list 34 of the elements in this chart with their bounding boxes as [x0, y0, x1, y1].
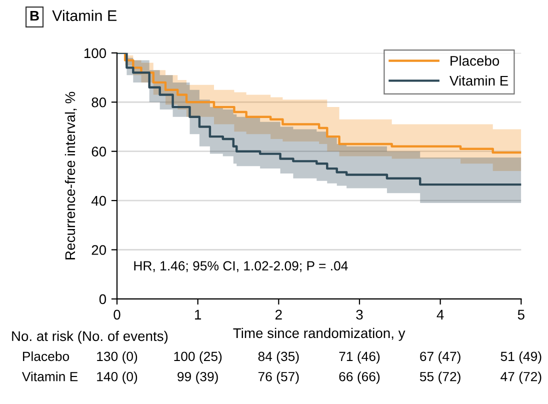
chart-title: Vitamin E	[52, 10, 117, 22]
x-tick-label: 4	[436, 310, 444, 320]
text: Vitamin E	[22, 372, 78, 382]
y-tick-label: 20	[92, 245, 106, 255]
legend-label: Placebo	[450, 56, 500, 66]
y-tick-label: 100	[84, 48, 106, 58]
text: 76 (57)	[258, 372, 299, 384]
text: Placebo	[23, 351, 70, 362]
text: 51 (49)	[500, 351, 542, 364]
text: 66 (66)	[339, 372, 380, 384]
text: B	[30, 11, 39, 21]
text: 71 (46)	[339, 351, 380, 364]
y-tick-label: 80	[92, 97, 106, 108]
text: 99 (39)	[178, 372, 218, 384]
text: 130 (0)	[97, 351, 138, 364]
y-tick-label: 0	[99, 294, 106, 304]
text: 84 (35)	[258, 351, 299, 364]
text: 100 (25)	[174, 351, 222, 364]
x-tick-label: 1	[195, 310, 202, 320]
text: No. at risk (No. of events)	[12, 330, 168, 344]
text: 67 (47)	[420, 351, 460, 364]
x-tick-label: 2	[275, 310, 282, 320]
x-axis-title: Time since randomization, y	[233, 328, 406, 341]
annotation: HR, 1.46; 95% CI, 1.02-2.09; P = .04	[134, 261, 348, 272]
text: 55 (72)	[420, 372, 460, 384]
x-tick-label: 3	[356, 310, 363, 320]
text: 140 (0)	[97, 372, 138, 384]
y-tick-label: 40	[91, 196, 106, 206]
legend-label: Vitamin E	[450, 75, 508, 86]
y-tick-label: 60	[92, 146, 106, 157]
x-tick-label: 5	[518, 310, 524, 320]
text: 47 (72)	[500, 372, 542, 384]
y-axis-title: Recurrence-free interval, %	[64, 92, 77, 260]
x-tick-label: 0	[114, 310, 120, 320]
